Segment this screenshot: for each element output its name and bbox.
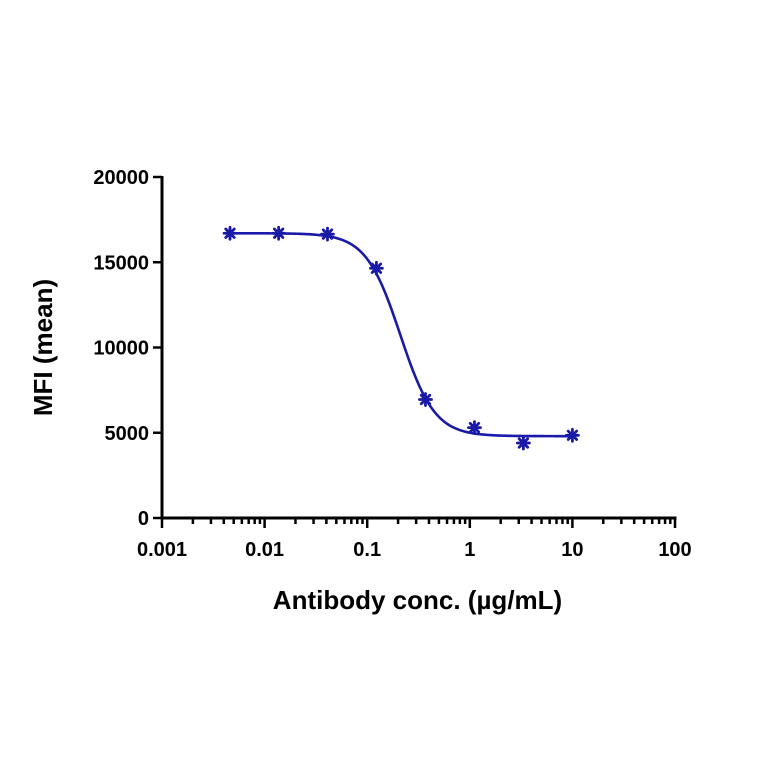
- y-ticks: 0 5000 10000 15000 20000: [93, 167, 162, 530]
- data-point: [222, 225, 238, 241]
- x-tick-label: 0.1: [353, 539, 381, 561]
- x-axis-title: Antibody conc. (µg/mL): [273, 585, 562, 615]
- x-ticks: 0.001 0.01 0.1 1 10 100: [137, 518, 692, 561]
- x-tick-label: 0.001: [137, 539, 187, 561]
- y-axis-title: MFI (mean): [28, 279, 58, 416]
- data-point: [467, 420, 482, 436]
- points-layer: [222, 225, 580, 451]
- data-point: [369, 260, 384, 276]
- data-point: [565, 427, 580, 443]
- y-tick-label: 15000: [93, 252, 149, 274]
- fit-curve: [229, 231, 573, 438]
- y-tick-label: 20000: [93, 167, 149, 189]
- data-point: [516, 435, 531, 451]
- x-tick-label: 1: [464, 539, 475, 561]
- fit-layer: [229, 231, 573, 438]
- x-tick-label: 10: [561, 539, 583, 561]
- data-point: [418, 392, 433, 407]
- data-point: [271, 225, 287, 241]
- x-tick-label: 100: [658, 539, 691, 561]
- y-tick-label: 0: [138, 508, 149, 530]
- y-tick-label: 10000: [93, 338, 149, 360]
- data-point: [320, 226, 335, 242]
- x-tick-label: 0.01: [245, 539, 284, 561]
- axes: [160, 176, 677, 520]
- y-tick-label: 5000: [105, 423, 150, 445]
